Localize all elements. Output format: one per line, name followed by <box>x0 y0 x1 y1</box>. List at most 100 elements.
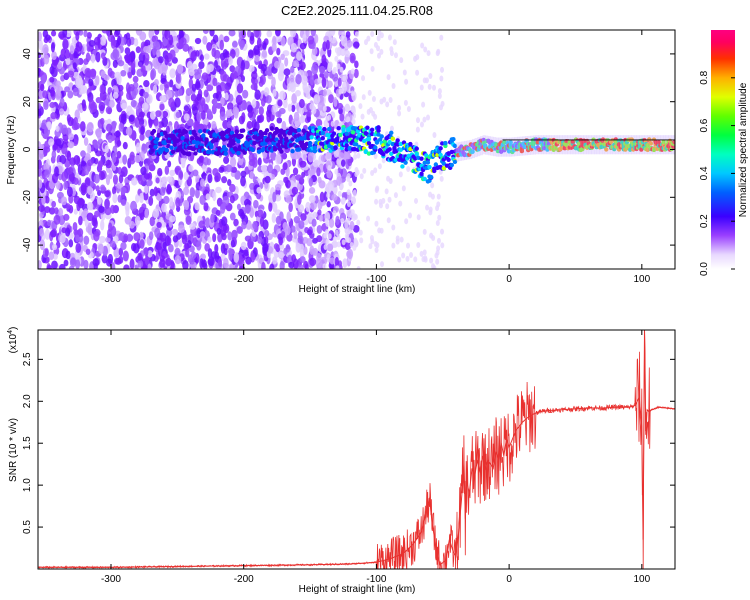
spectrogram-blob <box>252 221 258 230</box>
spectrogram-blob <box>127 71 133 79</box>
spectrogram-blob <box>363 149 368 154</box>
spectrogram-blob <box>174 90 179 98</box>
spectrogram-blob <box>104 190 111 198</box>
spectrogram-blob <box>572 135 576 155</box>
spectrogram-blob <box>397 110 402 117</box>
spectrogram-blob <box>311 218 317 227</box>
snr-multiplier-base: (x10 <box>8 333 19 353</box>
spectrogram-blob <box>51 150 57 160</box>
spectrogram-blob <box>223 147 228 152</box>
spectrogram-blob <box>285 195 292 204</box>
spectrogram-blob <box>344 232 349 239</box>
spectrogram-blob <box>352 189 357 197</box>
spectrogram-blob <box>150 68 157 80</box>
spectrogram-blob <box>617 135 621 155</box>
spectrogram-blobs <box>38 30 675 269</box>
spectrogram-blob <box>288 202 293 213</box>
spectrogram-blob <box>134 154 142 163</box>
spectrogram-blob <box>374 139 380 144</box>
spectrogram-blob <box>239 39 246 49</box>
spectrogram-blob <box>193 151 198 156</box>
spectrogram-blob <box>253 107 259 116</box>
spectrogram-blob <box>260 97 266 107</box>
spectrogram-blob <box>163 195 170 205</box>
spectrogram-blob <box>368 243 373 250</box>
spectrogram-blob <box>353 68 359 79</box>
spectrogram-blob <box>184 200 190 211</box>
spectrogram-blob <box>655 135 659 155</box>
spectrogram-blob <box>42 90 48 99</box>
spectrogram-blob <box>66 114 71 123</box>
spectrogram-blob <box>308 177 314 187</box>
spectrogram-blob <box>321 54 327 66</box>
spectrogram-blob <box>254 55 260 62</box>
spectrogram-blob <box>438 146 443 151</box>
spectrogram-blob <box>166 236 172 246</box>
spectrogram-blob <box>174 247 181 257</box>
spectrogram-blob <box>189 222 196 230</box>
spectrogram-blob <box>319 191 325 203</box>
spectrogram-blob <box>420 42 425 49</box>
spectrogram-blob <box>588 135 592 155</box>
spectrogram-blob <box>154 227 161 238</box>
spectrogram-blob <box>47 219 52 227</box>
spectrogram-blob <box>139 212 145 221</box>
spectrogram-blob <box>93 262 98 269</box>
spectrogram-blob <box>161 176 168 183</box>
spectrogram-blob <box>222 195 230 206</box>
spectrogram-blob <box>440 242 445 249</box>
spectrogram-blob <box>308 195 316 203</box>
spectrogram-blob <box>318 180 326 189</box>
spectrogram-blob <box>290 225 296 233</box>
spectrogram-blob <box>295 74 302 85</box>
spectrogram-blob <box>353 214 358 221</box>
spectrogram-blob <box>210 213 215 224</box>
spectrogram-blob <box>111 152 117 164</box>
spectrogram-blob <box>299 264 304 269</box>
spectrogram-blob <box>546 135 550 155</box>
spectrogram-blob <box>101 254 108 264</box>
spectrogram-blob <box>336 241 341 248</box>
spectrogram-blob <box>253 45 260 55</box>
spectrogram-blob <box>118 232 123 241</box>
spectrogram-blob <box>393 52 398 59</box>
spectrogram-blob <box>416 214 421 221</box>
spectrogram-blob <box>55 138 62 146</box>
spectrogram-blob <box>406 166 411 173</box>
spectrogram-blob <box>186 151 192 156</box>
spectrogram-blob <box>118 89 124 97</box>
spectrogram-blob <box>51 260 58 269</box>
spectrogram-blob <box>244 249 249 257</box>
spectrogram-blob <box>325 132 330 138</box>
spectrogram-blob <box>361 94 366 101</box>
spectrogram-blob <box>266 30 273 38</box>
snr-multiplier: (x104) <box>7 327 19 354</box>
spectrogram-blob <box>140 65 146 73</box>
spectrogram-blob <box>126 105 133 116</box>
spectrogram-blob <box>400 164 405 169</box>
spectrogram-blob <box>268 202 273 212</box>
spectrogram-blob <box>148 195 154 207</box>
spectrogram-blob <box>215 186 222 194</box>
spectrogram-blob <box>67 167 73 175</box>
spectrogram-blob <box>38 204 45 212</box>
spectrogram-blob <box>219 39 225 51</box>
spectrogram-blob <box>162 241 167 250</box>
spectrogram-blob <box>65 250 71 260</box>
colorbar-tick-label: 0.2 <box>699 214 710 228</box>
spectrogram-blob <box>207 236 212 243</box>
spectrogram-blob <box>367 89 372 96</box>
spectrogram-blob <box>559 135 563 155</box>
spectrogram-blob <box>59 234 66 244</box>
spectrogram-blob <box>253 30 260 38</box>
spectrogram-blob <box>374 246 379 253</box>
spectrogram-blob <box>161 116 169 128</box>
spectrogram-blob <box>320 136 325 141</box>
spectrogram-blob <box>387 147 392 152</box>
snr-background <box>38 330 675 569</box>
spectrogram-blob <box>312 247 319 256</box>
spectrogram-blob <box>271 213 277 224</box>
spectrogram-blob <box>174 97 181 108</box>
spectrogram-blob <box>228 250 233 262</box>
spectrogram-blob <box>345 31 351 38</box>
